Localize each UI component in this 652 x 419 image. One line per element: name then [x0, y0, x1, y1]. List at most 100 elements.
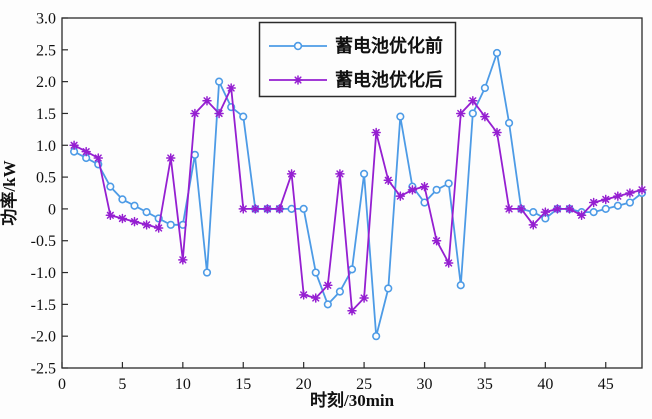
circle-marker-icon — [293, 41, 303, 51]
legend-label-before: 蓄电池优化前 — [335, 35, 443, 56]
data-point-circle — [214, 77, 224, 86]
x-tick-label: 35 — [477, 376, 493, 393]
y-tick-label: -2.0 — [31, 329, 56, 346]
data-point-asterisk — [323, 280, 333, 291]
data-point-asterisk — [262, 204, 273, 214]
x-tick-label: 40 — [537, 376, 553, 393]
data-point-asterisk — [552, 204, 563, 214]
data-point-asterisk — [274, 204, 285, 214]
y-tick-label: -0.5 — [31, 233, 56, 250]
data-point-asterisk — [613, 191, 623, 201]
data-point-asterisk — [347, 305, 357, 316]
data-point-asterisk — [141, 220, 152, 230]
y-tick-label: 1.5 — [36, 106, 56, 123]
data-point-circle — [347, 265, 357, 274]
data-point-circle — [190, 150, 200, 159]
data-point-circle — [299, 204, 308, 214]
data-point-asterisk — [69, 140, 79, 151]
legend: 蓄电池优化前 蓄电池优化后 — [258, 21, 457, 98]
data-point-asterisk — [298, 290, 309, 300]
data-point-circle — [613, 201, 622, 210]
data-point-circle — [239, 112, 248, 121]
y-tick-label: -1.0 — [31, 265, 56, 282]
data-point-circle — [118, 195, 127, 204]
data-point-circle — [166, 220, 175, 229]
data-point-asterisk — [588, 197, 599, 208]
y-tick-label: 1.0 — [36, 138, 56, 155]
data-point-circle — [456, 281, 465, 290]
data-point-circle — [504, 118, 514, 128]
data-point-circle — [468, 109, 477, 118]
x-tick-label: 5 — [118, 376, 126, 393]
y-tick-label: 0.5 — [36, 170, 56, 187]
data-point-asterisk — [383, 175, 393, 186]
x-tick-label: 45 — [598, 376, 614, 393]
data-point-asterisk — [516, 204, 526, 214]
data-point-circle — [130, 201, 139, 210]
series-line-1 — [73, 87, 643, 312]
data-point-asterisk — [311, 293, 321, 303]
data-point-asterisk — [504, 204, 514, 214]
data-point-circle — [311, 268, 320, 277]
data-point-circle — [529, 207, 538, 217]
data-point-asterisk — [226, 83, 236, 93]
data-point-circle — [589, 207, 598, 217]
data-point-asterisk — [468, 95, 478, 106]
data-point-asterisk — [564, 204, 575, 214]
data-point-asterisk — [117, 213, 128, 224]
legend-entry-after: 蓄电池优化后 — [269, 69, 443, 90]
y-tick-label: 2.0 — [36, 74, 56, 91]
x-tick-label: 25 — [356, 376, 372, 393]
data-point-circle — [480, 83, 490, 93]
data-point-asterisk — [129, 216, 140, 227]
data-point-asterisk — [93, 153, 103, 163]
data-point-asterisk — [286, 169, 297, 179]
y-tick-label: 2.5 — [36, 42, 56, 59]
data-point-asterisk — [395, 191, 406, 201]
data-point-asterisk — [528, 220, 538, 230]
data-point-circle — [625, 198, 635, 207]
data-point-circle — [601, 204, 610, 214]
data-point-asterisk — [178, 255, 188, 265]
data-point-circle — [287, 204, 296, 214]
data-point-circle — [323, 300, 332, 309]
data-point-circle — [372, 332, 381, 341]
data-point-asterisk — [419, 181, 430, 192]
x-tick-label: 30 — [417, 376, 433, 393]
data-point-circle — [492, 48, 502, 58]
data-point-circle — [384, 284, 393, 293]
data-point-asterisk — [576, 210, 587, 221]
data-point-circle — [359, 169, 369, 179]
x-tick-label: 20 — [296, 376, 312, 393]
x-tick-label: 10 — [175, 376, 191, 393]
data-point-asterisk — [105, 210, 116, 221]
y-tick-label: 3.0 — [36, 11, 56, 28]
data-point-asterisk — [625, 188, 635, 198]
data-point-asterisk — [166, 153, 176, 163]
x-axis-title: 时刻/30min — [310, 390, 395, 410]
data-point-asterisk — [335, 169, 345, 179]
y-axis-title: 功率/kW — [0, 160, 19, 225]
data-point-circle — [432, 185, 441, 194]
legend-label-after: 蓄电池优化后 — [335, 69, 443, 90]
y-tick-label: -1.5 — [31, 297, 56, 314]
y-tick-label: -2.5 — [31, 361, 56, 378]
data-point-asterisk — [190, 108, 200, 119]
data-point-circle — [202, 268, 212, 277]
data-point-asterisk — [81, 146, 91, 157]
data-point-asterisk — [637, 185, 647, 195]
data-point-asterisk — [238, 204, 248, 214]
data-point-asterisk — [443, 258, 454, 268]
data-point-asterisk — [407, 185, 418, 195]
data-point-circle — [142, 207, 151, 217]
data-point-asterisk — [153, 223, 164, 233]
data-point-asterisk — [214, 108, 224, 119]
legend-entry-before: 蓄电池优化前 — [269, 35, 443, 56]
x-tick-label: 15 — [235, 376, 251, 393]
data-point-asterisk — [480, 111, 490, 122]
data-point-circle — [106, 182, 115, 191]
data-point-asterisk — [492, 127, 502, 138]
legend-box — [258, 21, 457, 98]
